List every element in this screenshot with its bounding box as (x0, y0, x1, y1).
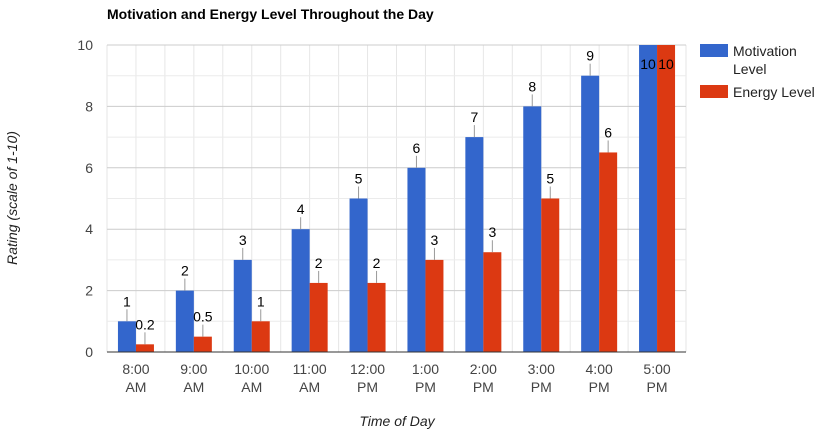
legend-item-energy: Energy Level (700, 84, 815, 100)
bar-motivation (581, 75, 600, 352)
y-tick-label: 2 (85, 283, 93, 299)
data-label: 1 (257, 293, 265, 309)
data-label: 10 (640, 56, 656, 72)
data-label: 7 (470, 109, 478, 125)
bar-motivation (465, 137, 484, 352)
x-tick-label: 1:00 PM (412, 361, 439, 395)
data-label: 1 (123, 293, 131, 309)
data-label: 2 (315, 255, 323, 271)
data-label: 10 (658, 56, 674, 72)
data-label: 5 (546, 171, 554, 187)
bar-motivation (175, 290, 194, 352)
bar-motivation (349, 198, 368, 352)
legend-label: Motivation Level (733, 43, 797, 77)
x-tick-label: 10:00 AM (234, 361, 269, 395)
x-tick-label: 3:00 PM (528, 361, 555, 395)
bar-motivation (291, 229, 310, 352)
x-tick-label: 12:00 PM (350, 361, 385, 395)
data-label: 3 (239, 232, 247, 248)
bar-energy (309, 282, 328, 352)
bars (117, 45, 676, 353)
bar-energy (483, 252, 502, 352)
data-label: 2 (181, 263, 189, 279)
data-label: 2 (373, 255, 381, 271)
data-label: 5 (355, 171, 363, 187)
x-tick-label: 9:00 AM (180, 361, 207, 395)
legend-item-motivation: Motivation Level (700, 43, 797, 77)
data-label: 6 (604, 124, 612, 140)
legend-label: Energy Level (733, 84, 815, 100)
bar-energy (193, 336, 212, 352)
y-axis-ticks: 0 2 4 6 8 10 (77, 37, 93, 360)
data-label: 0.2 (135, 316, 155, 332)
x-tick-label: 8:00 AM (122, 361, 149, 395)
x-axis-ticks: 8:00 AM 9:00 AM 10:00 AM 11:00 AM 12:00 PM 1:00 PM 2… (122, 361, 671, 395)
bar-motivation (639, 45, 658, 352)
data-label: 4 (297, 201, 305, 217)
y-tick-label: 4 (85, 221, 93, 237)
data-label: 6 (413, 140, 421, 156)
bar-energy (251, 321, 270, 352)
data-label: 8 (528, 78, 536, 94)
bar-motivation (117, 321, 136, 352)
x-tick-label: 5:00 PM (643, 361, 670, 395)
y-tick-label: 0 (85, 344, 93, 360)
bar-motivation (233, 259, 252, 352)
bar-energy (599, 152, 618, 352)
bar-motivation (523, 106, 542, 353)
data-label: 9 (586, 48, 594, 64)
data-label: 0.5 (193, 309, 213, 325)
x-tick-label: 11:00 AM (293, 361, 327, 395)
bar-energy (425, 259, 444, 352)
y-tick-label: 8 (85, 98, 93, 114)
bar-motivation (407, 167, 426, 352)
legend-swatch (700, 44, 728, 57)
chart-title: Motivation and Energy Level Throughout t… (107, 6, 434, 22)
y-tick-label: 10 (77, 37, 93, 53)
data-label: 3 (488, 224, 496, 240)
x-tick-label: 4:00 PM (586, 361, 613, 395)
y-axis-title: Rating (scale of 1-10) (4, 131, 20, 265)
data-label: 3 (431, 232, 439, 248)
legend-swatch (700, 85, 728, 98)
bar-energy (541, 198, 560, 352)
x-axis-title: Time of Day (359, 413, 435, 429)
bar-energy (657, 45, 676, 352)
bar-energy (135, 344, 154, 352)
x-tick-label: 2:00 PM (470, 361, 497, 395)
bar-energy (367, 282, 386, 352)
y-tick-label: 6 (85, 160, 93, 176)
legend: Motivation Level Energy Level (700, 43, 815, 100)
